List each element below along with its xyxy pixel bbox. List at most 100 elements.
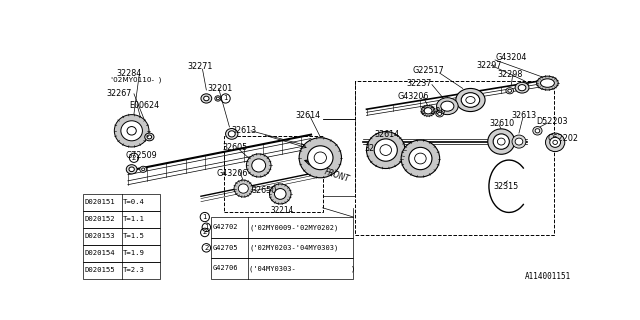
Ellipse shape — [141, 168, 145, 171]
Ellipse shape — [145, 133, 154, 141]
Ellipse shape — [314, 152, 326, 164]
Ellipse shape — [497, 138, 505, 145]
Text: 32650: 32650 — [251, 186, 276, 195]
Ellipse shape — [436, 98, 458, 115]
Bar — [83, 245, 160, 262]
Ellipse shape — [234, 180, 253, 197]
Text: G22517: G22517 — [413, 66, 444, 75]
Text: 32297: 32297 — [477, 61, 502, 70]
Ellipse shape — [424, 108, 432, 114]
Ellipse shape — [123, 123, 140, 139]
Ellipse shape — [201, 94, 212, 103]
Ellipse shape — [252, 159, 266, 172]
Text: 32214: 32214 — [271, 206, 294, 215]
Text: G42702: G42702 — [212, 224, 238, 230]
Bar — [224, 136, 323, 212]
Ellipse shape — [310, 148, 331, 168]
Ellipse shape — [466, 97, 475, 103]
Ellipse shape — [553, 140, 557, 144]
Ellipse shape — [421, 105, 435, 116]
Ellipse shape — [512, 135, 526, 148]
Ellipse shape — [550, 138, 560, 147]
Text: D020155: D020155 — [84, 267, 115, 273]
Text: 32201: 32201 — [207, 84, 232, 93]
Ellipse shape — [515, 82, 529, 93]
Bar — [83, 211, 160, 228]
Text: 32613: 32613 — [511, 111, 536, 120]
Ellipse shape — [493, 134, 509, 149]
Text: 32284: 32284 — [116, 69, 141, 78]
Text: 32298: 32298 — [497, 70, 523, 79]
Bar — [83, 228, 160, 245]
Bar — [211, 217, 353, 237]
Text: G42706: G42706 — [212, 265, 238, 271]
Text: T=1.1: T=1.1 — [123, 216, 145, 222]
Text: ('02MY0009-'02MY0202): ('02MY0009-'02MY0202) — [250, 224, 339, 230]
Text: T=0.4: T=0.4 — [123, 199, 145, 205]
Ellipse shape — [225, 129, 238, 139]
Text: 32613: 32613 — [232, 126, 257, 135]
Ellipse shape — [506, 88, 513, 94]
Text: G72509: G72509 — [125, 151, 157, 160]
Ellipse shape — [367, 132, 405, 169]
Ellipse shape — [494, 135, 508, 148]
Text: D020153: D020153 — [84, 233, 115, 239]
Ellipse shape — [308, 146, 333, 170]
Text: T=2.3: T=2.3 — [123, 267, 145, 273]
Ellipse shape — [401, 140, 440, 177]
Text: 32294: 32294 — [364, 144, 390, 153]
Ellipse shape — [215, 96, 221, 101]
Ellipse shape — [376, 140, 396, 160]
Ellipse shape — [488, 129, 515, 154]
Text: G43206: G43206 — [216, 169, 248, 178]
Ellipse shape — [441, 101, 454, 111]
Text: D020154: D020154 — [84, 250, 115, 256]
Ellipse shape — [537, 76, 558, 90]
Text: C62202: C62202 — [547, 134, 579, 143]
Bar — [211, 237, 353, 258]
Text: 1: 1 — [202, 214, 207, 220]
Ellipse shape — [299, 138, 342, 178]
Ellipse shape — [380, 145, 392, 156]
Ellipse shape — [216, 97, 220, 100]
Ellipse shape — [238, 184, 248, 193]
Text: 2: 2 — [203, 229, 207, 236]
Text: E00624: E00624 — [129, 101, 159, 110]
Text: 32605: 32605 — [223, 143, 248, 152]
Text: D020151: D020151 — [84, 199, 115, 205]
Text: A114001151: A114001151 — [525, 272, 572, 281]
Ellipse shape — [269, 184, 291, 204]
Text: FRONT: FRONT — [323, 168, 351, 184]
Text: ('04MY0303-             ): ('04MY0303- ) — [250, 265, 356, 272]
Ellipse shape — [550, 137, 561, 147]
Ellipse shape — [126, 165, 137, 174]
Ellipse shape — [463, 94, 478, 106]
Ellipse shape — [456, 88, 485, 112]
Bar — [83, 194, 160, 211]
Ellipse shape — [541, 79, 554, 87]
Text: 1: 1 — [204, 224, 209, 230]
Text: 32286: 32286 — [420, 107, 445, 116]
Ellipse shape — [415, 153, 426, 164]
Text: '02MY0110-  ): '02MY0110- ) — [111, 77, 161, 83]
Ellipse shape — [140, 166, 147, 172]
Bar — [83, 262, 160, 279]
Text: D52203: D52203 — [536, 117, 568, 126]
Text: T=1.5: T=1.5 — [123, 233, 145, 239]
Ellipse shape — [127, 127, 136, 135]
Text: ('02MY0203-'04MY0303): ('02MY0203-'04MY0303) — [250, 244, 339, 251]
Ellipse shape — [121, 121, 143, 141]
Ellipse shape — [147, 135, 152, 139]
Text: 1: 1 — [223, 95, 228, 101]
Ellipse shape — [533, 127, 542, 135]
Text: 2: 2 — [204, 245, 209, 251]
Text: 32614: 32614 — [374, 130, 399, 139]
Ellipse shape — [461, 93, 480, 107]
Ellipse shape — [115, 115, 149, 147]
Text: 32610: 32610 — [490, 119, 515, 128]
Text: 32614: 32614 — [296, 111, 321, 120]
Ellipse shape — [410, 149, 431, 168]
Ellipse shape — [129, 167, 134, 172]
Text: 32237: 32237 — [406, 78, 432, 88]
Ellipse shape — [204, 96, 209, 101]
